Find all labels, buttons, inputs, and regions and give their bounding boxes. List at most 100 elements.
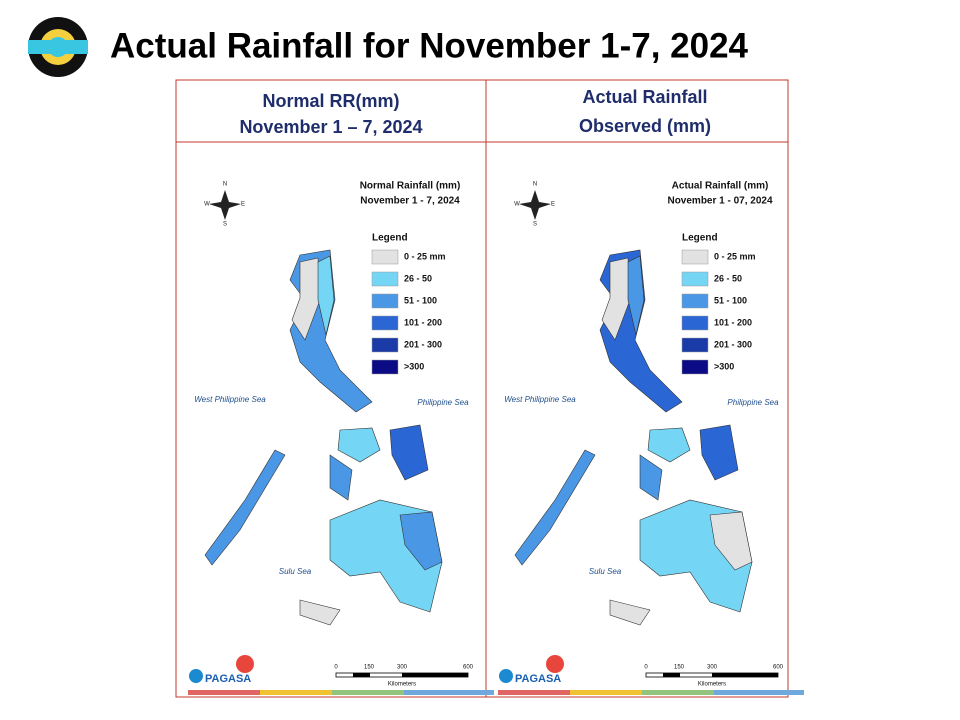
pagasa-logo: PAGASA — [515, 673, 561, 685]
scale-bar-fill — [712, 673, 778, 677]
scale-bar-fill — [663, 673, 680, 677]
legend-label: 0 - 25 mm — [714, 251, 756, 261]
compass-label: E — [241, 202, 245, 208]
island — [389, 424, 429, 481]
scale-bar-fill — [402, 673, 468, 677]
map-title: Actual Rainfall (mm) — [672, 181, 769, 192]
scale-label: 150 — [364, 665, 375, 671]
island — [627, 255, 645, 336]
island — [399, 511, 443, 571]
compass-label: S — [223, 222, 227, 228]
color-strip — [188, 690, 260, 695]
scale-label: 600 — [773, 665, 784, 671]
sea-label: West Philippine Sea — [194, 395, 266, 404]
island — [514, 449, 596, 566]
color-strip — [498, 690, 570, 695]
compass-label: W — [204, 202, 210, 208]
island — [609, 599, 651, 626]
scale-label: 300 — [707, 665, 718, 671]
legend-label: 0 - 25 mm — [404, 251, 446, 261]
compass-rose — [209, 190, 241, 220]
scale-label: 150 — [674, 665, 685, 671]
legend-label: 26 - 50 — [714, 273, 742, 283]
scale-bar-fill — [353, 673, 370, 677]
sea-label: West Philippine Sea — [504, 395, 576, 404]
legend-label: 101 - 200 — [404, 317, 442, 327]
panel-frame — [175, 79, 789, 698]
legend-label: >300 — [404, 361, 424, 371]
island — [647, 427, 691, 463]
island — [317, 255, 335, 336]
legend-swatch — [681, 293, 709, 309]
island — [299, 599, 341, 626]
legend-swatch — [371, 359, 399, 375]
map-title: Normal Rainfall (mm) — [360, 181, 461, 192]
island — [699, 424, 739, 481]
legend-swatch — [371, 271, 399, 287]
compass-label: E — [551, 202, 555, 208]
island — [329, 454, 353, 501]
panel-heading: Normal RR(mm) — [262, 91, 399, 111]
pagasa-umbrella — [546, 655, 564, 673]
color-strip — [332, 690, 404, 695]
sea-label: Philippine Sea — [727, 398, 779, 407]
legend-swatch — [371, 293, 399, 309]
panel-heading: Actual Rainfall — [582, 87, 707, 107]
map-panel: N S E W Normal Rainfall (mm) November 1 - 7, … — [188, 181, 494, 695]
legend-swatch — [681, 271, 709, 287]
sea-label: Sulu Sea — [279, 567, 312, 576]
scale-unit: Kilometers — [698, 682, 726, 688]
legend-label: 51 - 100 — [404, 295, 437, 305]
sea-label: Philippine Sea — [417, 398, 469, 407]
map-title: November 1 - 7, 2024 — [360, 196, 460, 207]
agency-logo — [28, 17, 88, 77]
map-panel: N S E W Actual Rainfall (mm) November 1 - 07,… — [498, 181, 804, 695]
compass-label: N — [533, 182, 537, 188]
island — [601, 257, 631, 341]
pagasa-logo: PAGASA — [205, 673, 251, 685]
compass-label: S — [533, 222, 537, 228]
color-strip — [714, 690, 804, 695]
color-strip — [570, 690, 642, 695]
island — [204, 449, 286, 566]
island — [291, 257, 321, 341]
legend-label: >300 — [714, 361, 734, 371]
legend-swatch — [681, 249, 709, 265]
legend-label: 201 - 300 — [404, 339, 442, 349]
panels: Normal RR(mm) November 1 – 7, 2024 N S E W Nor… — [188, 87, 804, 695]
island — [337, 427, 381, 463]
island — [709, 511, 753, 571]
panel-heading: November 1 – 7, 2024 — [239, 117, 422, 137]
slide-title: Actual Rainfall for November 1-7, 2024 — [110, 26, 749, 65]
map-title: November 1 - 07, 2024 — [667, 196, 772, 207]
sea-label: Sulu Sea — [589, 567, 622, 576]
panel-heading: Observed (mm) — [579, 116, 711, 136]
color-strip — [260, 690, 332, 695]
legend-label: 26 - 50 — [404, 273, 432, 283]
legend-label: 201 - 300 — [714, 339, 752, 349]
scale-label: 600 — [463, 665, 474, 671]
legend-swatch — [371, 337, 399, 353]
pagasa-mark — [499, 669, 513, 683]
island — [639, 454, 663, 501]
compass-rose — [519, 190, 551, 220]
legend-swatch — [371, 315, 399, 331]
scale-unit: Kilometers — [388, 682, 416, 688]
pagasa-umbrella — [236, 655, 254, 673]
legend-swatch — [371, 249, 399, 265]
scale-label: 0 — [644, 665, 648, 671]
legend-swatch — [681, 337, 709, 353]
legend-swatch — [681, 359, 709, 375]
scale-label: 300 — [397, 665, 408, 671]
legend-title: Legend — [682, 233, 718, 244]
scale-label: 0 — [334, 665, 338, 671]
compass-label: W — [514, 202, 520, 208]
compass-label: N — [223, 182, 227, 188]
color-strip — [642, 690, 714, 695]
color-strip — [404, 690, 494, 695]
legend-label: 101 - 200 — [714, 317, 752, 327]
legend-label: 51 - 100 — [714, 295, 747, 305]
legend-title: Legend — [372, 233, 408, 244]
legend-swatch — [681, 315, 709, 331]
